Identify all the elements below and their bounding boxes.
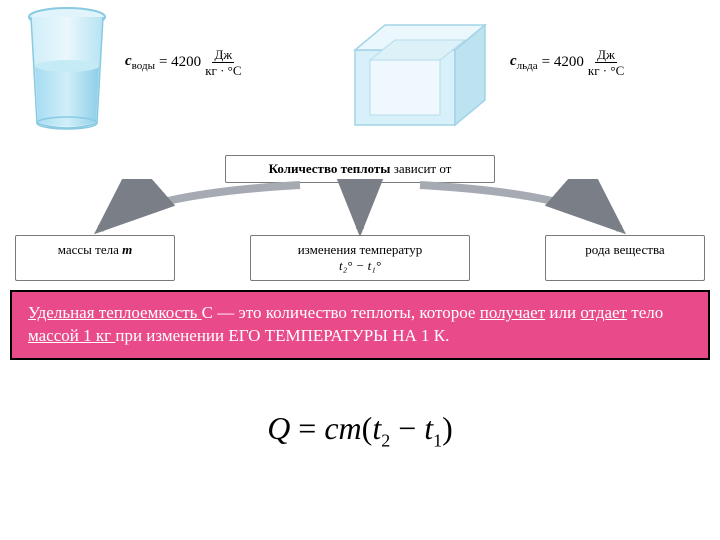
child-temperature: изменения температур t₂° − t₁° <box>250 235 470 281</box>
ice-block-illustration <box>345 20 495 135</box>
hierarchy-root: Количество теплоты зависит от <box>225 155 495 183</box>
definition-box: Удельная теплоемкость С — это количество… <box>10 290 710 360</box>
beaker-illustration <box>25 5 110 140</box>
water-heat-capacity-formula: cводы = 4200 Дж кг · °С <box>125 48 242 77</box>
child-mass: массы тела m <box>15 235 175 281</box>
hierarchy-diagram: Количество теплоты зависит от массы тела… <box>0 155 720 290</box>
main-formula: Q = cm(t2 − t1) <box>0 410 720 451</box>
child-substance: рода вещества <box>545 235 705 281</box>
ice-heat-capacity-formula: cльда = 4200 Дж кг · °С <box>510 48 624 77</box>
